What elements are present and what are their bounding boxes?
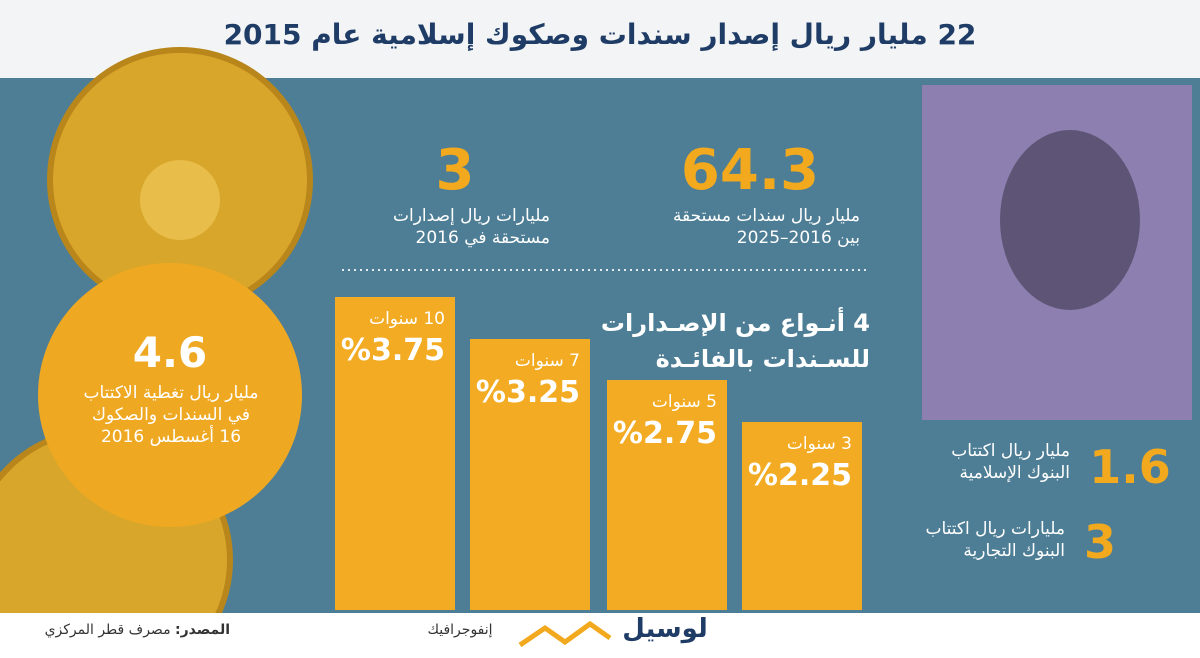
rate-bar: 3 سنوات %2.25: [742, 422, 862, 610]
rate-value: %2.75: [612, 416, 717, 452]
falcon: [1000, 130, 1140, 310]
coverage-label: مليار ريال تغطية الاكتتاب في السندات وال…: [40, 382, 302, 448]
coverage-value: 4.6: [132, 328, 208, 377]
rate-value: %3.25: [475, 374, 580, 410]
coin-center: [140, 160, 220, 240]
rate-bar: 10 سنوات %3.75: [335, 296, 455, 610]
subscription-label: مليار ريال اكتتاب البنوك الإسلامية: [900, 440, 1070, 484]
subscription-label: مليارات ريال اكتتاب البنوك التجارية: [880, 518, 1065, 562]
stat-line: مستحقة في 2016: [415, 228, 550, 248]
source: المصدر: مصرف قطر المركزي: [0, 622, 230, 638]
rates-title-line: للسـندات بالفائـدة: [655, 345, 870, 373]
rate-term: 10 سنوات: [369, 308, 445, 329]
rate-term: 7 سنوات: [514, 350, 580, 371]
stat-line: بين 2016–2025: [736, 228, 860, 248]
rate-term: 5 سنوات: [651, 392, 717, 413]
source-label: المصدر:: [175, 622, 230, 638]
subscription-line: مليارات ريال اكتتاب: [925, 519, 1065, 539]
footer-strip: [0, 613, 1200, 658]
subscription-line: البنوك الإسلامية: [959, 463, 1070, 483]
section: إنفوجرافيك: [427, 622, 493, 638]
coverage-line: 16 أغسطس 2016: [100, 427, 242, 447]
subscription-line: البنوك التجارية: [963, 541, 1065, 561]
coverage-line: في السندات والصكوك: [92, 405, 250, 425]
stat-value: 3: [435, 138, 475, 203]
stat-line: مليار ريال سندات مستحقة: [672, 206, 860, 226]
rates-title-line: 4 أنـواع من الإصـدارات: [600, 309, 870, 337]
rates-title: 4 أنـواع من الإصـدارات للسـندات بالفائـد…: [560, 305, 870, 377]
rate-value: %3.75: [340, 332, 445, 368]
logo-mark: [518, 620, 612, 648]
subscription-value: 1.6: [1089, 440, 1171, 494]
subscription-value: 3: [1083, 515, 1116, 569]
rate-term: 3 سنوات: [786, 434, 852, 455]
rate-value: %2.25: [747, 458, 852, 494]
stat-label: مليار ريال سندات مستحقة بين 2016–2025: [600, 205, 860, 249]
rate-bar: 7 سنوات %3.25: [470, 338, 590, 610]
rate-bar: 5 سنوات %2.75: [607, 380, 727, 610]
coverage-circle: [38, 263, 302, 527]
subscription-line: مليار ريال اكتتاب: [951, 441, 1070, 461]
stat-line: مليارات ريال إصدارات: [392, 206, 550, 226]
brand: لوسيل: [622, 614, 708, 644]
source-text: مصرف قطر المركزي: [44, 622, 171, 638]
stat-value: 64.3: [680, 138, 820, 203]
coverage-line: مليار ريال تغطية الاكتتاب: [83, 383, 259, 403]
title: 22 مليار ريال إصدار سندات وصكوك إسلامية …: [223, 18, 977, 51]
stat-label: مليارات ريال إصدارات مستحقة في 2016: [330, 205, 550, 249]
